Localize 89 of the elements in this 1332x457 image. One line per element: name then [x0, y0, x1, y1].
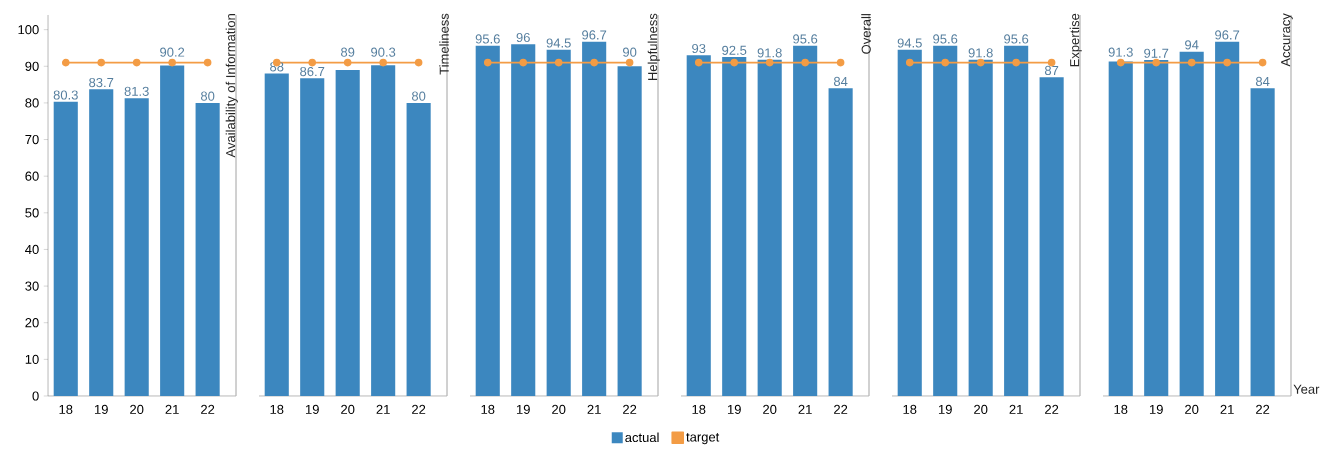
- y-tick-label: 100: [18, 25, 39, 35]
- x-tick-label: 19: [94, 404, 108, 414]
- x-tick-label: 21: [798, 404, 812, 414]
- data-label: 91.8: [757, 48, 782, 58]
- data-label: 94.5: [546, 38, 571, 48]
- x-tick-label: 22: [201, 404, 215, 414]
- x-tick-label: 19: [516, 404, 530, 414]
- x-tick-label: 20: [763, 404, 777, 414]
- bar: [195, 102, 220, 396]
- x-tick-label: 22: [1045, 404, 1059, 414]
- data-label: 90.2: [160, 47, 185, 57]
- data-label: 94: [1185, 40, 1199, 50]
- data-label: 87: [1044, 65, 1059, 76]
- x-tick-label: 22: [1256, 404, 1270, 414]
- chart-title: Accuracy: [1281, 13, 1293, 67]
- data-label: 84: [1255, 76, 1270, 87]
- y-tick-label: 10: [25, 354, 39, 364]
- data-label: 80: [411, 91, 426, 101]
- chart-title: Timeliness: [439, 13, 449, 75]
- x-tick-label: 20: [1185, 404, 1199, 414]
- x-tick-label: 19: [1149, 404, 1163, 414]
- data-label: 93: [692, 43, 706, 54]
- y-tick-label: 30: [25, 281, 39, 291]
- x-tick-label: 18: [59, 404, 73, 414]
- bar: [89, 89, 114, 396]
- data-label: 83.7: [89, 77, 114, 88]
- bar: [264, 73, 289, 396]
- data-label: 81.3: [124, 86, 149, 96]
- chart-title: Expertise: [1069, 13, 1082, 67]
- x-tick-label: 19: [938, 404, 952, 414]
- x-tick-label: 20: [974, 404, 988, 414]
- x-tick-label: 22: [623, 404, 637, 414]
- x-axis-title: Year: [1293, 384, 1320, 394]
- bar: [160, 65, 185, 396]
- x-tick-label: 18: [481, 404, 495, 414]
- x-tick-label: 21: [1009, 404, 1023, 414]
- y-tick-label: 70: [25, 134, 39, 145]
- legend-label: target: [686, 433, 720, 445]
- data-label: 91.3: [1108, 47, 1133, 57]
- data-label: 91.8: [968, 48, 993, 58]
- data-label: 92.5: [722, 45, 747, 55]
- bar: [300, 78, 325, 396]
- data-label: 95.6: [933, 34, 958, 44]
- y-tick-label: 20: [25, 318, 39, 328]
- chart-title: Helpfulness: [647, 13, 660, 81]
- data-label: 95.6: [793, 34, 818, 44]
- x-tick-label: 20: [552, 404, 566, 414]
- bar: [406, 102, 431, 396]
- x-tick-label: 19: [727, 404, 741, 414]
- chart-title: Overall: [861, 14, 871, 54]
- data-label: 95.6: [475, 34, 500, 44]
- x-tick-label: 21: [165, 404, 179, 414]
- data-label: 96: [516, 32, 530, 43]
- y-tick-label: 40: [25, 244, 39, 255]
- bar: [371, 65, 396, 396]
- x-tick-label: 20: [341, 404, 355, 414]
- data-label: 80.3: [53, 90, 78, 100]
- data-label: 96.7: [1215, 30, 1240, 40]
- x-tick-label: 22: [412, 404, 426, 414]
- data-label: 96.7: [582, 30, 607, 40]
- x-tick-label: 18: [692, 404, 706, 414]
- data-label: 80: [200, 91, 215, 101]
- x-tick-label: 18: [903, 404, 917, 414]
- y-tick-label: 0: [32, 391, 39, 401]
- bar: [124, 98, 149, 396]
- x-tick-label: 21: [1220, 404, 1234, 414]
- y-tick-label: 90: [25, 61, 39, 71]
- x-tick-label: 22: [834, 404, 848, 414]
- x-tick-label: 18: [270, 404, 284, 414]
- x-tick-label: 18: [1114, 404, 1128, 414]
- y-tick-label: 80: [25, 98, 39, 108]
- bar: [53, 101, 78, 396]
- data-label: 90.3: [371, 47, 396, 57]
- data-label: 84: [833, 76, 848, 87]
- data-label: 86.7: [300, 66, 325, 77]
- x-tick-label: 21: [587, 404, 601, 414]
- data-label: 94.5: [897, 38, 922, 48]
- x-tick-label: 20: [130, 404, 144, 414]
- y-tick-label: 50: [25, 208, 39, 218]
- x-tick-label: 21: [376, 404, 390, 414]
- text: Availability of Information: [225, 14, 238, 158]
- data-label: 89: [341, 47, 355, 57]
- x-tick-label: 19: [305, 404, 319, 414]
- bar: [335, 69, 360, 396]
- y-tick-label: 60: [25, 171, 39, 181]
- data-label: 95.6: [1004, 34, 1029, 44]
- data-label: 90: [623, 47, 637, 57]
- data-label: 91.7: [1144, 48, 1169, 58]
- legend-label: actual: [625, 432, 659, 443]
